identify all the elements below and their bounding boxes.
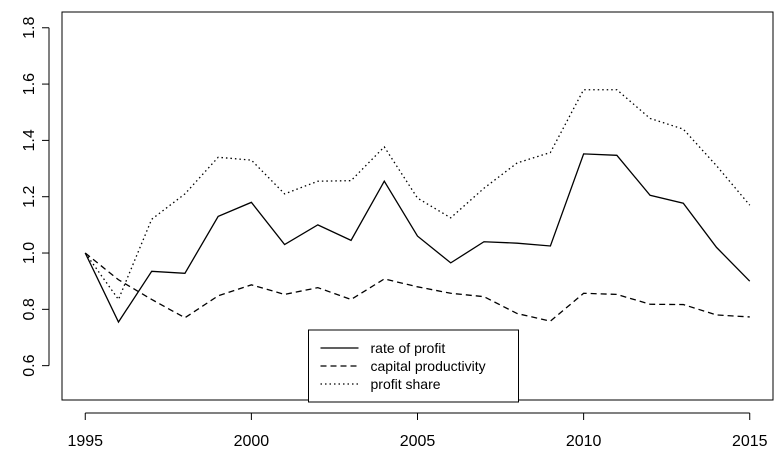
y-tick-label: 0.6: [21, 354, 38, 376]
x-tick-label: 2010: [566, 433, 602, 450]
line-series: [84, 252, 750, 322]
legend-label: profit share: [371, 376, 441, 392]
y-tick-label: 1.6: [21, 73, 38, 95]
legend-label: capital productivity: [371, 358, 486, 374]
y-tick-label: 1.8: [21, 17, 38, 39]
y-tick-label: 1.0: [21, 242, 38, 264]
y-tick-label: 1.4: [21, 129, 38, 151]
line-series: [84, 153, 751, 324]
y-tick-label: 1.2: [21, 185, 38, 207]
y-tick-label: 0.8: [21, 298, 38, 320]
x-tick-label: 2005: [400, 433, 436, 450]
x-tick-label: 2000: [234, 433, 270, 450]
legend-label: rate of profit: [371, 340, 446, 356]
x-tick-label: 2015: [732, 433, 768, 450]
x-tick-label: 1995: [67, 433, 103, 450]
